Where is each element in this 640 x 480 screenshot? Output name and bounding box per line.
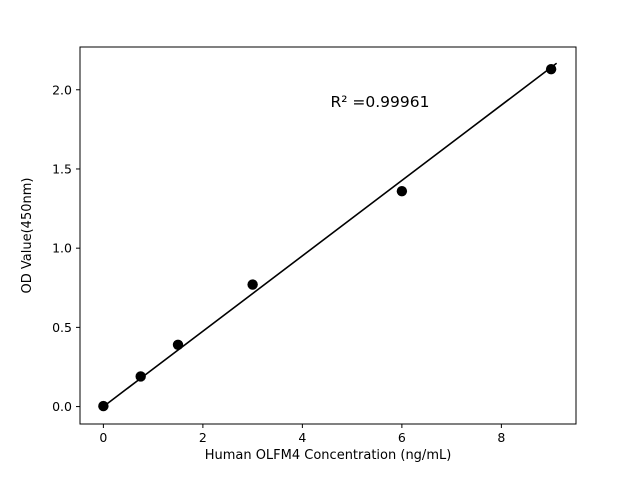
data-point [545, 63, 557, 75]
x-tick-label: 0 [99, 430, 107, 445]
fit-line [102, 62, 557, 408]
data-point [247, 279, 258, 290]
x-tick-label: 2 [199, 430, 207, 445]
data-point [396, 185, 408, 197]
y-axis-label: OD Value(450nm) [20, 178, 35, 294]
y-tick-label: 0.0 [52, 399, 72, 414]
data-point [135, 371, 146, 382]
x-tick-label: 8 [497, 430, 505, 445]
chart-generated: 0 2 4 6 8 0.0 0.5 1.0 1.5 2.0 [52, 46, 577, 445]
data-point [98, 400, 109, 412]
r-squared-annotation: R² =0.99961 [331, 93, 430, 111]
plot-border [79, 46, 577, 425]
data-point [172, 339, 184, 350]
y-tick-label: 1.0 [52, 241, 72, 256]
y-tick-label: 0.5 [52, 320, 72, 335]
x-tick-label: 6 [398, 430, 406, 445]
y-tick-label: 1.5 [52, 161, 72, 176]
x-tick-label: 4 [298, 430, 306, 445]
x-axis-label: Human OLFM4 Concentration (ng/mL) [205, 448, 452, 463]
y-tick-label: 2.0 [52, 82, 72, 97]
